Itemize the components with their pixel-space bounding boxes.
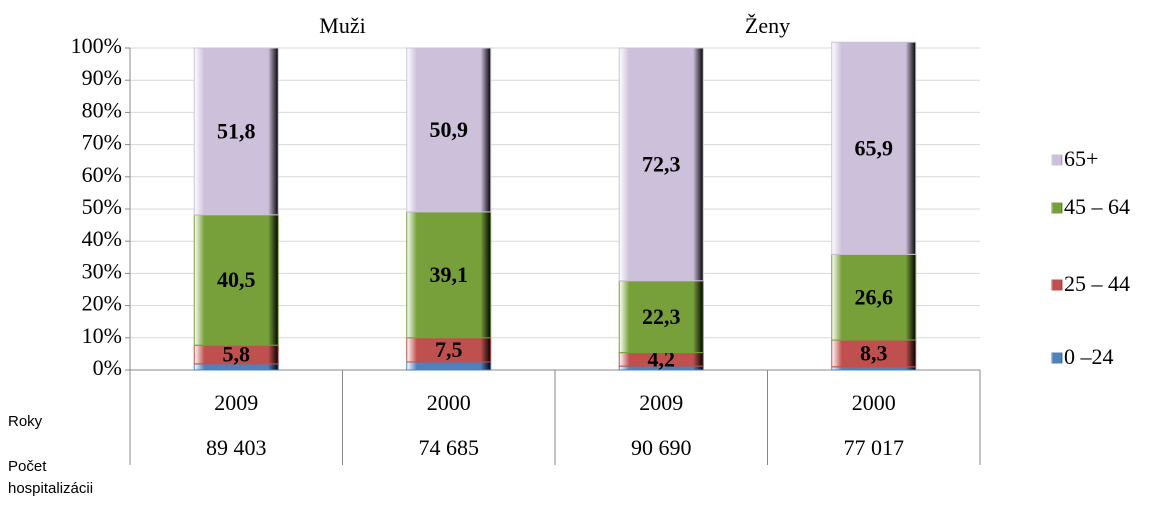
data-label: 26,6 xyxy=(855,284,894,309)
data-label: 50,9 xyxy=(430,117,469,142)
y-tick-label: 50% xyxy=(82,194,122,219)
group-label: Muži xyxy=(319,13,365,38)
x-tick-label: 2000 xyxy=(852,390,896,415)
data-label: 51,8 xyxy=(217,118,256,143)
y-tick-label: 70% xyxy=(82,130,122,155)
bar-segment xyxy=(831,41,917,255)
legend-swatch xyxy=(1051,154,1063,166)
legend-swatch xyxy=(1051,279,1063,291)
group-label: Ženy xyxy=(745,13,790,38)
y-tick-label: 40% xyxy=(82,226,122,251)
y-tick-label: 10% xyxy=(82,323,122,348)
data-label: 5,8 xyxy=(223,342,251,367)
legend-label: 45 – 64 xyxy=(1064,194,1130,219)
legend-label: 25 – 44 xyxy=(1064,271,1130,296)
y-tick-label: 0% xyxy=(93,355,122,380)
x-tick-label: 2009 xyxy=(214,390,258,415)
y-tick-label: 20% xyxy=(82,291,122,316)
legend-swatch xyxy=(1051,202,1063,214)
count-label: 90 690 xyxy=(631,435,692,460)
data-label: 39,1 xyxy=(430,262,469,287)
data-label: 65,9 xyxy=(855,135,894,160)
x-tick-label: 2000 xyxy=(427,390,471,415)
legend-label: 65+ xyxy=(1064,146,1098,171)
bar-segment xyxy=(193,47,279,216)
y-tick-label: 80% xyxy=(82,97,122,122)
count-label: 77 017 xyxy=(844,435,905,460)
y-tick-label: 100% xyxy=(71,33,122,58)
bar-segment xyxy=(618,47,704,282)
data-label: 22,3 xyxy=(642,304,681,329)
count-label: 89 403 xyxy=(206,435,267,460)
bar-segment xyxy=(406,337,492,363)
bar-segment xyxy=(406,211,492,339)
data-label: 72,3 xyxy=(642,151,681,176)
y-tick-label: 90% xyxy=(82,65,122,90)
count-label: 74 685 xyxy=(419,435,480,460)
bar-segment xyxy=(406,47,492,213)
y-tick-label: 30% xyxy=(82,258,122,283)
y-tick-label: 60% xyxy=(82,162,122,187)
bar-segment xyxy=(406,361,492,371)
legend-label: 0 –24 xyxy=(1064,344,1114,369)
data-label: 7,5 xyxy=(435,337,463,362)
x-tick-label: 2009 xyxy=(639,390,683,415)
bar-segment xyxy=(831,339,917,368)
bar-segment xyxy=(193,214,279,346)
data-label: 40,5 xyxy=(217,267,256,292)
data-label: 8,3 xyxy=(860,340,888,365)
row-label: Počet hospitalizácii xyxy=(8,458,94,497)
bar-segment xyxy=(831,253,917,341)
legend-swatch xyxy=(1051,352,1063,364)
bar-segment xyxy=(618,280,704,354)
row-label: Roky xyxy=(8,413,43,430)
